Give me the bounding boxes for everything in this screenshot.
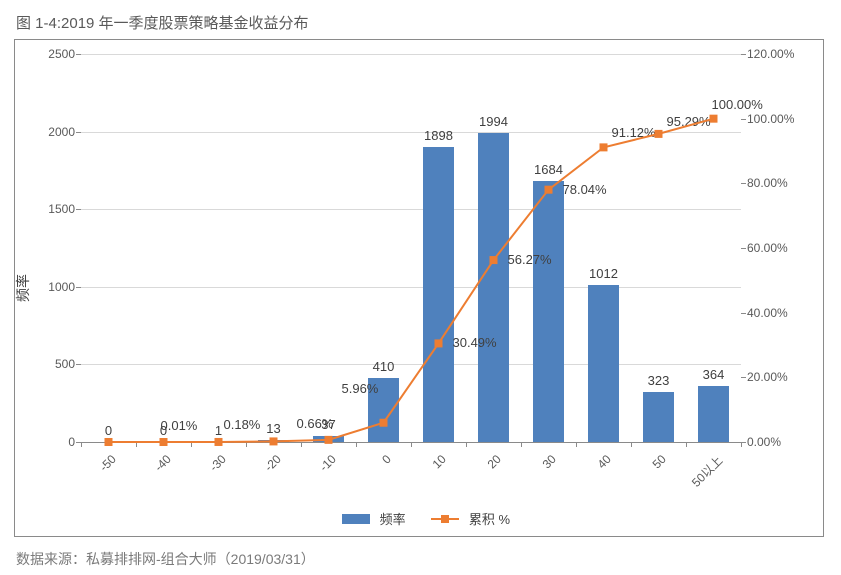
y-tick-mark — [741, 248, 746, 249]
y-left-tick: 500 — [19, 357, 75, 371]
line-marker — [710, 115, 718, 123]
x-tick-label: -20 — [261, 452, 283, 474]
x-tick-mark — [81, 442, 82, 447]
line-marker — [435, 339, 443, 347]
x-tick-label: -40 — [151, 452, 173, 474]
x-tick-label: -50 — [96, 452, 118, 474]
x-tick-label: -10 — [316, 452, 338, 474]
page: 图 1-4:2019 年一季度股票策略基金收益分布 频率 00113374101… — [0, 0, 841, 575]
legend-line-label: 累积 % — [469, 512, 510, 527]
legend-bar-label: 频率 — [380, 512, 406, 527]
y-right-tick: 40.00% — [747, 306, 817, 320]
x-tick-mark — [466, 442, 467, 447]
cumulative-line — [109, 119, 714, 442]
y-left-tick: 1000 — [19, 280, 75, 294]
x-tick-mark — [246, 442, 247, 447]
y-tick-mark — [741, 183, 746, 184]
y-tick-mark — [741, 54, 746, 55]
line-marker — [655, 130, 663, 138]
source-text: 数据来源：私募排排网-组合大师（2019/03/31） — [16, 549, 827, 569]
x-tick-mark — [631, 442, 632, 447]
x-tick-label: 50 — [649, 452, 668, 471]
x-tick-mark — [521, 442, 522, 447]
y-left-tick: 2000 — [19, 125, 75, 139]
chart-title: 图 1-4:2019 年一季度股票策略基金收益分布 — [16, 12, 827, 33]
x-tick-label: 10 — [429, 452, 448, 471]
y-tick-mark — [76, 54, 81, 55]
line-marker — [105, 438, 113, 446]
y-tick-mark — [741, 313, 746, 314]
y-tick-mark — [76, 209, 81, 210]
plot-area: 001133741018981994168410123233640.01%0.1… — [81, 54, 741, 442]
x-tick-label: 50以上 — [687, 452, 725, 490]
line-series-svg — [81, 54, 741, 442]
chart-frame: 频率 001133741018981994168410123233640.01%… — [14, 39, 824, 537]
y-tick-mark — [741, 377, 746, 378]
y-left-tick: 0 — [19, 435, 75, 449]
x-tick-mark — [411, 442, 412, 447]
x-tick-label: 30 — [539, 452, 558, 471]
legend-bar-swatch — [342, 514, 370, 524]
y-right-tick: 20.00% — [747, 370, 817, 384]
y-tick-mark — [76, 442, 81, 443]
line-marker — [380, 419, 388, 427]
line-marker — [600, 143, 608, 151]
x-tick-label: 0 — [379, 452, 394, 467]
y-tick-mark — [76, 364, 81, 365]
y-tick-mark — [741, 442, 746, 443]
y-tick-mark — [76, 132, 81, 133]
legend-line-swatch — [431, 514, 459, 524]
y-left-tick: 1500 — [19, 202, 75, 216]
y-right-tick: 60.00% — [747, 241, 817, 255]
x-tick-mark — [301, 442, 302, 447]
x-tick-mark — [686, 442, 687, 447]
line-marker — [545, 186, 553, 194]
line-marker — [160, 438, 168, 446]
line-marker — [215, 438, 223, 446]
y-tick-mark — [76, 287, 81, 288]
x-tick-mark — [576, 442, 577, 447]
line-marker — [270, 437, 278, 445]
y-right-tick: 0.00% — [747, 435, 817, 449]
x-tick-label: 20 — [484, 452, 503, 471]
y-tick-mark — [741, 119, 746, 120]
legend: 频率 累积 % — [15, 509, 823, 528]
x-tick-mark — [356, 442, 357, 447]
x-tick-label: -30 — [206, 452, 228, 474]
y-right-tick: 80.00% — [747, 176, 817, 190]
y-left-tick: 2500 — [19, 47, 75, 61]
line-marker — [490, 256, 498, 264]
y-right-tick: 100.00% — [747, 112, 817, 126]
line-marker — [325, 436, 333, 444]
y-right-tick: 120.00% — [747, 47, 817, 61]
x-tick-label: 40 — [594, 452, 613, 471]
